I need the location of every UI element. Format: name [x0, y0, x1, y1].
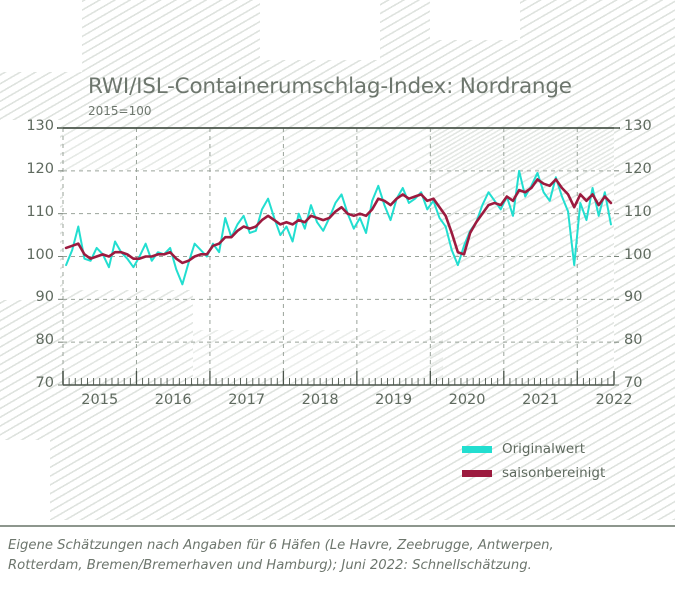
- y-axis-label-right-120: 120: [624, 160, 652, 177]
- series-line-saisonbereinigt: [64, 178, 613, 265]
- y-axis-label-right-80: 80: [624, 332, 643, 349]
- y-axis-label-right-70: 70: [624, 375, 643, 391]
- y-axis-label-100: 100: [26, 246, 54, 263]
- footnote-line-2: Rotterdam, Bremen/Bremerhaven und Hambur…: [8, 558, 532, 574]
- y-axis-label-right-110: 110: [624, 203, 652, 220]
- footnote: Eigene Schätzungen nach Angaben für 6 Hä…: [8, 536, 668, 577]
- legend-label-originalwert: Originalwert: [502, 441, 586, 457]
- x-axis-label-2020: 2020: [448, 392, 486, 408]
- legend-swatch-originalwert: [462, 445, 492, 453]
- plot-group: [57, 127, 620, 386]
- chart-title: RWI/ISL-Containerumschlag-Index: Nordran…: [88, 74, 572, 99]
- y-axis-label-110: 110: [26, 203, 54, 220]
- chart-svg: [57, 127, 620, 386]
- x-axis-label-2016: 2016: [154, 392, 192, 408]
- legend-label-saisonbereinigt: saisonbereinigt: [502, 465, 606, 481]
- map-shape-mask-5: [0, 440, 50, 520]
- x-axis-label-2022: 2022: [595, 392, 633, 408]
- x-axis-label-2017: 2017: [228, 392, 266, 408]
- legend-item-saisonbereinigt: saisonbereinigt: [462, 461, 605, 485]
- x-axis-label-2021: 2021: [522, 392, 559, 408]
- footnote-divider: [0, 525, 675, 527]
- x-axis-label-2019: 2019: [375, 392, 413, 408]
- y-axis-label-80: 80: [35, 332, 54, 349]
- x-axis-label-2018: 2018: [301, 392, 339, 408]
- chart-subtitle: 2015=100: [88, 104, 152, 118]
- chart-legend: Originalwert saisonbereinigt: [462, 437, 605, 485]
- legend-item-originalwert: Originalwert: [462, 437, 605, 461]
- series-line-originalwert: [65, 169, 612, 286]
- legend-swatch-saisonbereinigt: [462, 469, 492, 477]
- y-axis-label-right-130: 130: [624, 118, 652, 134]
- plot-hatch-overlay-top: [63, 128, 614, 170]
- footnote-line-1: Eigene Schätzungen nach Angaben für 6 Hä…: [8, 538, 554, 553]
- y-axis-label-right-90: 90: [624, 289, 643, 306]
- y-axis-label-70: 70: [35, 375, 54, 391]
- x-axis-label-2015: 2015: [81, 392, 119, 408]
- y-axis-label-120: 120: [26, 160, 54, 177]
- plot-hatch-overlay-left: [63, 290, 193, 385]
- plot-hatch-overlay-bottom: [193, 330, 443, 385]
- y-axis-label-130: 130: [26, 118, 54, 134]
- y-axis-label-right-100: 100: [624, 246, 652, 263]
- y-axis-label-90: 90: [35, 289, 54, 306]
